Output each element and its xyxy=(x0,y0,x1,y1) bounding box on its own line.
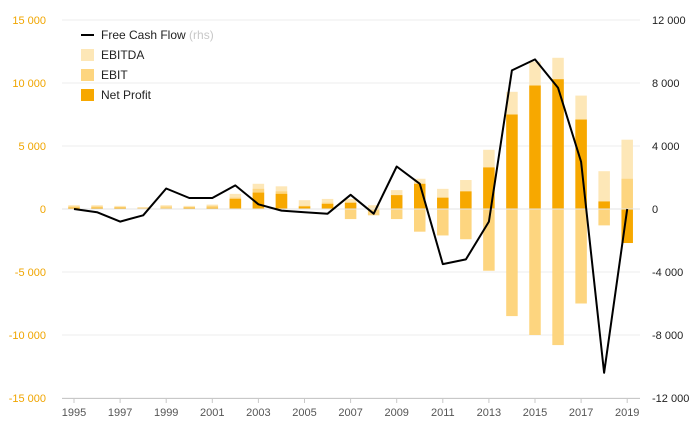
y-right-tick-label: 4 000 xyxy=(652,141,680,153)
net-profit-bar xyxy=(506,114,518,209)
x-tick-label: 1997 xyxy=(108,407,132,419)
x-tick-label: 2017 xyxy=(569,407,593,419)
net-profit-bar xyxy=(598,201,610,209)
net-profit-bar xyxy=(390,195,403,209)
net-profit-bar xyxy=(621,209,633,244)
y-left-tick-label: -5 000 xyxy=(15,267,46,279)
ebit-bar xyxy=(529,209,541,335)
ebitda-bar xyxy=(598,171,610,209)
legend-note-rhs: (rhs) xyxy=(189,28,214,42)
x-tick-label: 2007 xyxy=(338,407,362,419)
net-profit-bar xyxy=(437,197,449,209)
y-left-tick-label: 15 000 xyxy=(12,15,46,27)
y-left-tick-label: -10 000 xyxy=(9,330,46,342)
net-profit-bar xyxy=(460,191,472,209)
net-profit-bar xyxy=(275,193,288,209)
x-tick-label: 2015 xyxy=(523,407,547,419)
y-right-tick-label: -4 000 xyxy=(652,267,683,279)
x-tick-label: 1999 xyxy=(154,407,178,419)
ebit-bar xyxy=(460,209,472,240)
x-tick-label: 2019 xyxy=(615,407,639,419)
ebit-bar xyxy=(414,209,426,232)
ebit-bar xyxy=(598,209,610,226)
net-profit-bar xyxy=(68,207,80,209)
ebitda-bar xyxy=(298,200,311,209)
free-cash-flow-line-group xyxy=(73,58,629,374)
x-tick-label: 2005 xyxy=(292,407,316,419)
ebit-bar xyxy=(160,206,172,209)
ebit-bar xyxy=(621,178,633,209)
ebit-bar xyxy=(91,206,103,209)
legend-label-free-cash-flow: Free Cash Flow (rhs) xyxy=(101,28,214,42)
net-profit-bar xyxy=(298,206,311,209)
ebit-bar xyxy=(206,205,219,209)
ebitda-bar xyxy=(621,139,633,209)
y-right-tick-label: 8 000 xyxy=(652,78,680,90)
ebit-bar xyxy=(390,209,403,220)
x-tick-label: 2003 xyxy=(246,407,270,419)
x-tick-label: 2013 xyxy=(477,407,501,419)
net-profit-bar xyxy=(414,183,426,209)
net-profit-bar xyxy=(321,203,334,209)
ebit-bar xyxy=(506,209,518,317)
y-left-tick-label: 10 000 xyxy=(12,78,46,90)
bars xyxy=(68,57,633,346)
y-right-tick-label: 0 xyxy=(652,204,658,216)
ebit-bar xyxy=(575,209,587,304)
free-cash-flow-line xyxy=(73,58,629,374)
x-tick-label: 2011 xyxy=(431,407,455,419)
net-profit-bar xyxy=(206,207,219,209)
x-tick-label: 2001 xyxy=(200,407,224,419)
axes: 15 000 10 000 5 000 0 -5 000 -10 000 -15 000 12… xyxy=(9,15,690,419)
y-left-tick-label: -15 000 xyxy=(9,393,46,405)
net-profit-bar xyxy=(91,207,103,209)
legend-label-net-profit: Net Profit xyxy=(101,88,152,102)
net-profit-bar xyxy=(183,207,195,209)
ebit-bar xyxy=(483,209,495,271)
legend-label-ebit: EBIT xyxy=(101,68,128,82)
ebit-bar xyxy=(552,209,564,346)
legend-swatch-net-profit xyxy=(81,89,94,101)
y-right-tick-label: -8 000 xyxy=(652,330,683,342)
net-profit-bar xyxy=(529,85,541,209)
ebit-bar xyxy=(344,209,357,220)
legend: Free Cash Flow (rhs) EBITDA EBIT Net Prof… xyxy=(81,28,214,102)
ebitda-bar xyxy=(367,205,380,209)
net-profit-bar xyxy=(552,79,564,209)
net-profit-bar xyxy=(114,207,126,209)
y-left-tick-label: 5 000 xyxy=(18,141,46,153)
x-tick-label: 2009 xyxy=(384,407,408,419)
ebit-bar xyxy=(437,209,449,236)
ebit-bar xyxy=(68,206,80,209)
y-right-tick-label: 12 000 xyxy=(652,15,686,27)
legend-swatch-ebitda xyxy=(81,49,94,61)
y-left-tick-label: 0 xyxy=(40,204,46,216)
y-right-tick-label: -12 000 xyxy=(652,393,689,405)
legend-swatch-ebit xyxy=(81,69,94,81)
legend-label-ebitda: EBITDA xyxy=(101,48,144,62)
net-profit-bar xyxy=(344,202,357,209)
x-tick-label: 1995 xyxy=(62,407,86,419)
net-profit-bar xyxy=(252,192,265,209)
net-profit-bar xyxy=(483,167,495,209)
net-profit-bar xyxy=(229,198,242,209)
